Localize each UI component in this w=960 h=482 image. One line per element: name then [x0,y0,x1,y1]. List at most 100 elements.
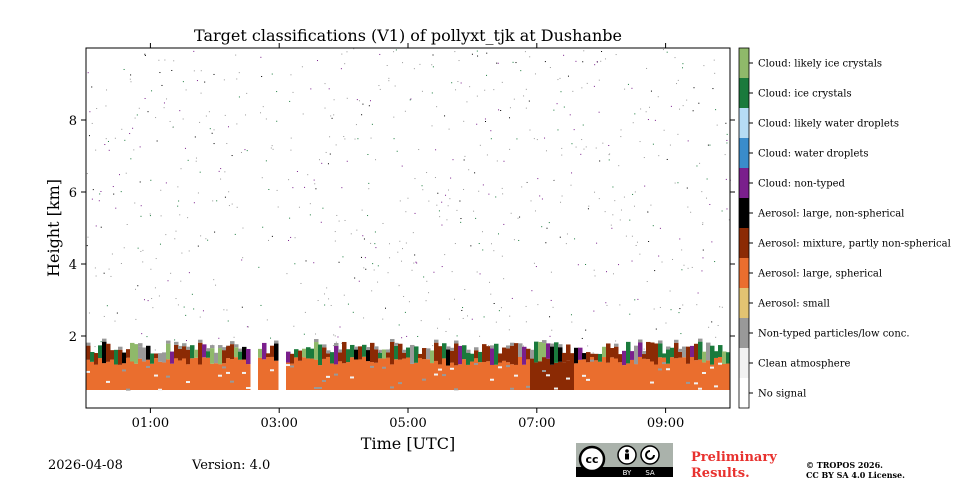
preliminary-line-2: Results. [691,466,750,481]
signal-speckle [160,189,162,191]
signal-speckle [213,129,215,131]
layer-top-cell [90,352,95,362]
low-signal-cell [318,386,323,389]
signal-speckle [361,114,363,116]
aerosol-cell [706,360,711,390]
signal-speckle [96,108,98,109]
aerosol-cell [670,357,675,390]
x-tick-label: 05:00 [389,416,426,431]
plot-area [85,47,731,409]
aerosol-cell [722,363,727,390]
signal-speckle [304,186,306,188]
signal-speckle [508,329,510,331]
aerosol-cell [426,359,431,390]
signal-speckle [679,308,681,310]
signal-speckle [290,149,292,151]
signal-speckle [174,339,176,341]
version-label: Version: 4.0 [192,458,271,473]
signal-speckle [378,85,380,87]
signal-speckle [560,91,562,93]
layer-top-cell [214,352,219,364]
aerosol-cell [558,361,563,390]
signal-speckle [711,321,713,323]
aerosol-cell [102,363,107,390]
signal-speckle [393,51,395,53]
signal-speckle [677,79,679,81]
layer-top-cell [442,343,447,359]
signal-speckle [270,147,272,149]
signal-speckle [215,284,217,286]
x-tick-label: 07:00 [518,416,555,431]
copyright-line-2: CC BY SA 4.0 License. [806,470,905,480]
aerosol-cell [270,356,275,390]
signal-speckle [464,289,466,291]
aerosol-cell [510,364,515,390]
cc-by-sa-license-badge[interactable]: cc BY SA [576,443,673,477]
low-conc-cell [466,349,471,353]
aerosol-cell [390,364,395,390]
layer-top-cell [170,351,175,364]
signal-speckle [265,160,267,162]
aerosol-cell [150,363,155,390]
low-conc-cell [314,339,319,343]
signal-speckle [598,198,600,200]
signal-speckle [479,144,481,146]
signal-speckle [659,306,661,308]
signal-speckle [646,67,648,69]
signal-speckle [509,117,511,119]
signal-speckle [226,309,228,311]
signal-speckle [717,325,719,326]
aerosol-cell [574,363,579,390]
signal-speckle [410,98,412,100]
layer-top-cell [622,350,627,366]
layer-top-cell [386,352,391,358]
signal-speckle [379,351,381,353]
signal-speckle [681,269,683,271]
signal-speckle [575,60,577,62]
signal-speckle [719,306,721,308]
signal-speckle [202,310,204,312]
signal-speckle [248,326,250,328]
signal-speckle [549,335,551,337]
signal-speckle [457,81,459,83]
signal-speckle [242,257,244,259]
signal-speckle [618,264,620,266]
signal-speckle [144,53,146,55]
signal-speckle [605,302,607,304]
aerosol-cell [450,362,455,390]
signal-speckle [545,242,547,244]
signal-speckle [140,215,142,217]
low-signal-cell [686,381,691,384]
low-conc-cell [274,340,279,344]
signal-speckle [151,298,153,300]
low-conc-cell [198,339,203,343]
layer-top-cell [294,349,299,358]
signal-speckle [149,213,151,215]
aerosol-cell [162,362,167,390]
signal-speckle [121,128,123,130]
aerosol-cell [106,361,111,390]
signal-speckle [649,106,650,108]
signal-speckle [529,56,531,58]
aerosol-cell [402,358,407,390]
low-conc-cell [550,343,555,347]
signal-speckle [721,306,723,308]
signal-speckle [599,160,601,162]
x-tick-label: 09:00 [647,416,684,431]
signal-speckle [414,178,416,180]
signal-speckle [425,300,427,302]
signal-speckle [466,101,468,103]
signal-speckle [553,179,555,181]
signal-speckle [530,200,532,202]
signal-speckle [460,82,462,84]
low-signal-cell [542,370,547,372]
layer-top-cell [598,353,603,362]
signal-speckle [226,143,228,145]
signal-speckle [205,238,207,240]
aerosol-cell [482,361,487,390]
signal-speckle [593,310,595,312]
layer-top-cell [554,342,559,363]
signal-speckle [606,304,608,306]
signal-speckle [627,83,629,85]
signal-speckle [436,106,438,108]
